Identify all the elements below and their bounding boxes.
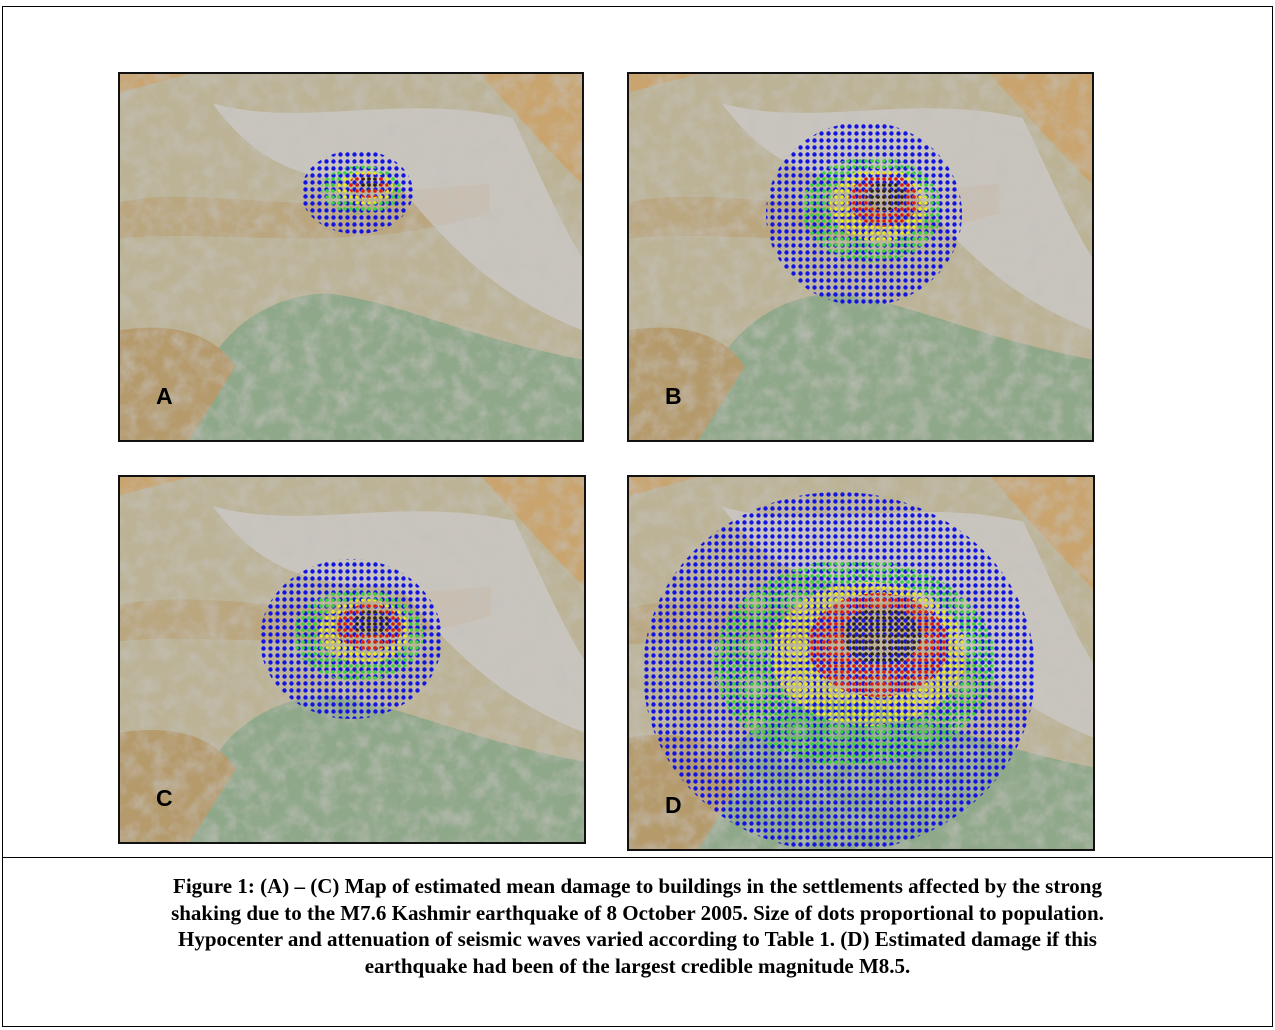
- panel-label: C: [156, 785, 173, 812]
- caption-line: Figure 1: (A) – (C) Map of estimated mea…: [2, 873, 1273, 900]
- map-panel: D: [627, 475, 1095, 851]
- caption-line: Hypocenter and attenuation of seismic wa…: [2, 926, 1273, 953]
- caption-line: earthquake had been of the largest credi…: [2, 953, 1273, 980]
- panel-label: D: [665, 792, 682, 819]
- caption-separator: [2, 857, 1273, 858]
- map: [629, 74, 1092, 440]
- map-panel: A: [118, 72, 584, 442]
- panel-label: B: [665, 383, 682, 410]
- map: [629, 477, 1093, 849]
- map-panel: C: [118, 475, 586, 844]
- panel-label: A: [156, 383, 173, 410]
- caption-line: shaking due to the M7.6 Kashmir earthqua…: [2, 900, 1273, 927]
- map: [120, 74, 582, 440]
- map-panel: B: [627, 72, 1094, 442]
- figure-caption: Figure 1: (A) – (C) Map of estimated mea…: [2, 873, 1273, 979]
- map: [120, 477, 584, 842]
